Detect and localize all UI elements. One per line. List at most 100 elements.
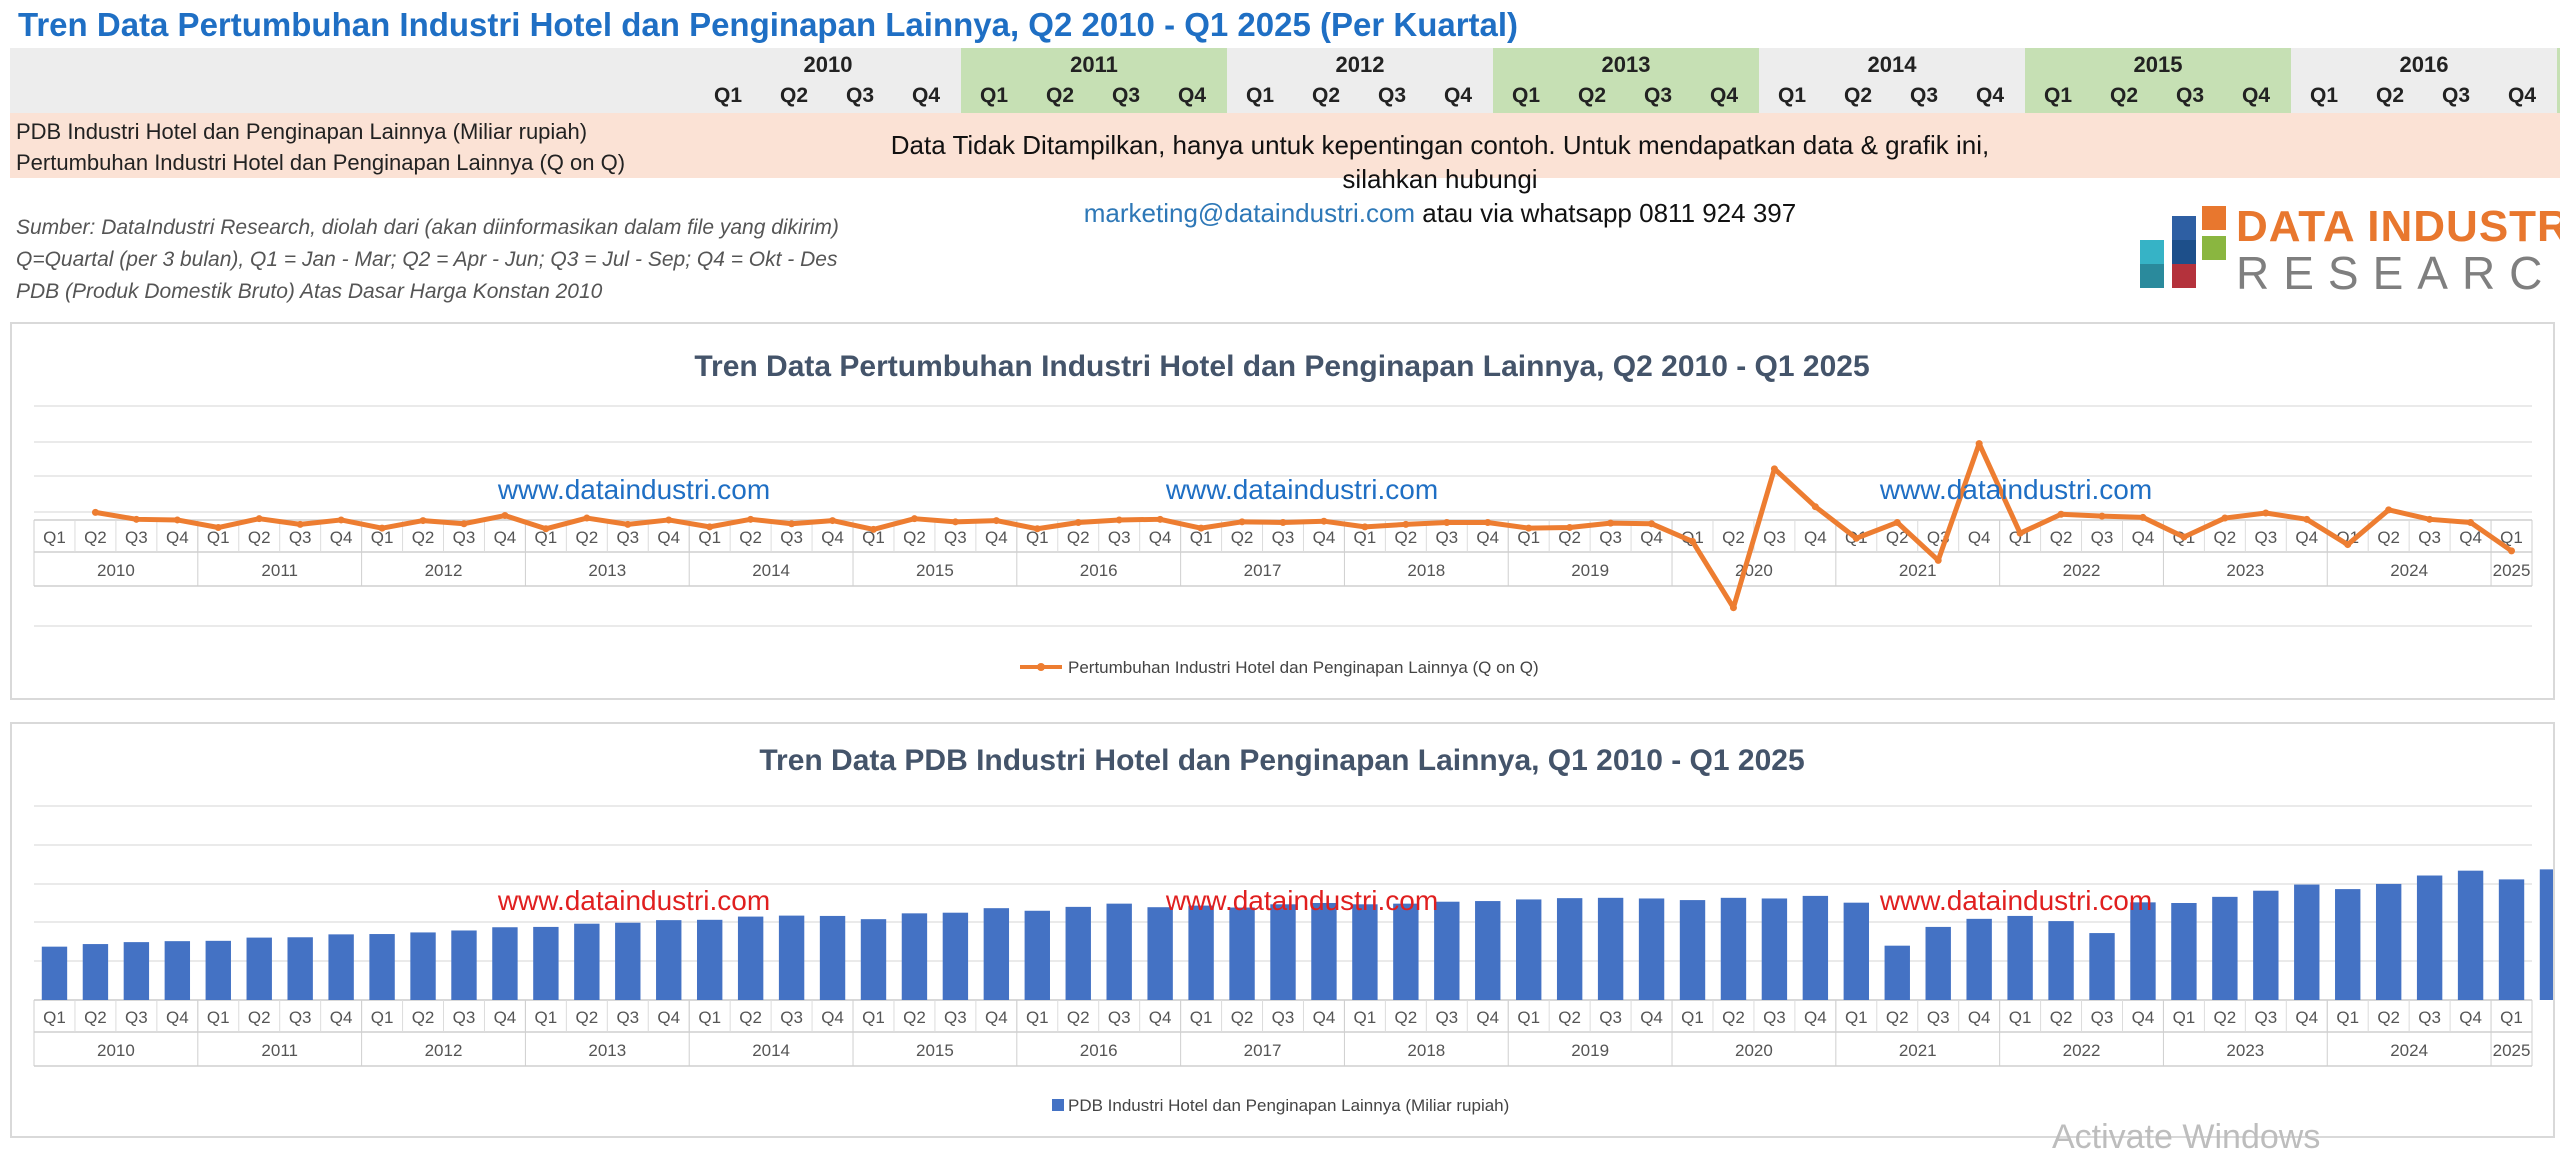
quarter-tick-label: Q4 [166,1008,189,1027]
table-quarter-label: Q1 [1511,84,1540,107]
growth-data-point [1279,518,1287,526]
quarter-tick-label: Q3 [1763,1008,1786,1027]
growth-data-point [214,524,222,532]
page-title: Tren Data Pertumbuhan Industri Hotel dan… [18,6,1519,43]
growth-data-point [1033,525,1041,533]
quarter-tick-label: Q4 [330,1008,353,1027]
year-tick-label: 2010 [97,1041,135,1060]
quarter-tick-label: Q3 [289,1008,312,1027]
quarter-tick-label: Q3 [1272,1008,1295,1027]
quarter-tick-label: Q4 [821,528,844,547]
quarter-tick-label: Q2 [739,1008,762,1027]
pdb-bar [1802,895,1829,1000]
quarter-tick-label: Q1 [1190,528,1213,547]
quarter-tick-label: Q3 [780,528,803,547]
quarter-tick-label: Q4 [2459,528,2482,547]
quarter-tick-label: Q2 [412,528,435,547]
quarter-tick-label: Q2 [1067,1008,1090,1027]
quarter-tick-label: Q2 [1395,528,1418,547]
contact-email-link[interactable]: marketing@dataindustri.com [1083,198,1416,228]
quarter-tick-label: Q1 [1681,1008,1704,1027]
source-notes: Sumber: DataIndustri Research, diolah da… [16,212,839,308]
year-tick-label: 2018 [1407,1041,1445,1060]
growth-data-point [542,525,550,533]
growth-data-point [869,525,877,533]
growth-data-point [1770,465,1778,473]
growth-data-point [460,520,468,528]
year-tick-label: 2019 [1571,561,1609,580]
quarter-tick-label: Q1 [371,528,394,547]
row-label-pdb: PDB Industri Hotel dan Penginapan Lainny… [16,119,588,144]
quarter-tick-label: Q2 [903,528,926,547]
pdb-bar [656,920,682,1000]
growth-data-point [337,516,345,524]
growth-data-point [1238,518,1246,526]
growth-data-point [2262,509,2270,517]
year-tick-label: 2017 [1244,1041,1282,1060]
quarter-tick-label: Q2 [84,528,107,547]
pdb-bar [2416,875,2443,1000]
growth-data-point [951,518,959,526]
year-tick-label: 2021 [1899,561,1937,580]
quarter-tick-label: Q3 [616,1008,639,1027]
quarter-tick-label: Q4 [1313,528,1336,547]
table-quarter-label: Q3 [1643,84,1672,107]
table-year-label: 2010 [803,52,853,77]
quarter-tick-label: Q4 [1476,1008,1499,1027]
quarter-tick-label: Q1 [2009,1008,2032,1027]
table-quarter-label: Q4 [2241,84,2270,107]
year-tick-label: 2024 [2390,561,2428,580]
pdb-bar [860,919,887,1000]
quarter-tick-label: Q3 [780,1008,803,1027]
data-industri-logo: DATA INDUSTRI RESEARCH [2140,202,2560,299]
quarter-tick-label: Q1 [698,528,721,547]
quarter-tick-label: Q1 [371,1008,394,1027]
quarter-tick-label: Q2 [1558,528,1581,547]
pdb-bar [410,932,436,1000]
quarter-tick-label: Q4 [1149,528,1172,547]
table-year-label: 2011 [1070,52,1118,77]
growth-data-point [296,520,304,528]
growth-data-point [501,512,509,520]
quarter-tick-label: Q1 [43,1008,66,1027]
growth-data-point [1566,524,1574,532]
year-tick-label: 2025 [2493,1041,2531,1060]
quarter-tick-label: Q3 [2254,1008,2277,1027]
growth-data-point [2016,529,2024,537]
table-quarter-label: Q1 [713,84,742,107]
growth-data-point [1852,534,1860,542]
source-note: Sumber: DataIndustri Research, diolah da… [16,216,839,239]
table-quarter-label: Q1 [979,84,1008,107]
quarter-tick-label: Q2 [739,528,762,547]
legend-marker-icon [1037,663,1045,671]
quarter-tick-label: Q1 [43,528,66,547]
pdb-bar [1352,904,1378,1000]
quarter-tick-label: Q4 [1149,1008,1172,1027]
quarter-tick-label: Q3 [1927,1008,1950,1027]
quarter-tick-label: Q3 [616,528,639,547]
quarter-tick-label: Q3 [289,528,312,547]
quarter-tick-label: Q4 [1313,1008,1336,1027]
pdb-bar [2335,889,2361,1000]
pdb-bar [123,942,150,1000]
growth-data-point [910,515,918,523]
growth-data-point [2098,512,2106,520]
pdb-bar [451,930,477,1000]
pdb-bar [1966,918,1992,1000]
table-header: 2010 Q1 Q2 Q3 Q4 2011 Q1 Q2 Q3 Q4 2012 Q1 Q2 Q3 Q4 2013… [10,48,2560,113]
growth-line-chart-svg: Tren Data Pertumbuhan Industri Hotel dan… [33,350,2533,677]
watermark-text: www.dataindustri.com [1879,885,2152,916]
table-year-label: 2012 [1335,52,1385,77]
growth-data-point [1525,524,1533,532]
pdb-bar [1024,910,1050,1000]
quarter-tick-label: Q2 [575,1008,598,1027]
pdb-bar [1761,898,1788,1000]
pdb-bar [1516,899,1542,1000]
pdb-bar [1147,907,1173,1000]
quarter-tick-label: Q2 [1231,1008,1254,1027]
quarter-tick-label: Q3 [125,1008,148,1027]
quarter-tick-label: Q1 [2173,1008,2196,1027]
quarter-tick-label: Q4 [985,528,1008,547]
quarter-tick-label: Q4 [494,1008,517,1027]
table-quarter-label: Q1 [1245,84,1274,107]
